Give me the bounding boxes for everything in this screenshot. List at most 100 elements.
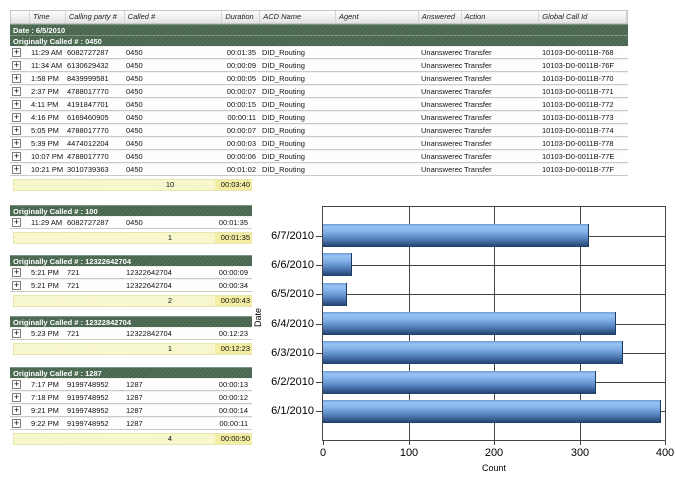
cell-called: 1287 (126, 419, 143, 428)
cell-gcid: 10103-D0-0011B-76F (542, 61, 614, 70)
table-row[interactable]: +10:21 PM 3010739363 0450 00:01:02 DID_Routi… (10, 163, 628, 176)
table-row[interactable]: +11:29 AM 6082727287 0450 00:01:35 DID_Routi… (10, 46, 628, 59)
table-row[interactable]: +1:58 PM 8439999581 0450 00:00:05 DID_Routin… (10, 72, 628, 85)
chart-bar (323, 370, 596, 394)
table-row[interactable]: +5:05 PM 4788017770 0450 00:00:07 DID_Routin… (10, 124, 628, 137)
cell-calling: 6082727287 (67, 218, 109, 227)
summary-call-count: 1 (167, 344, 173, 353)
table-row[interactable]: +9:22 PM 9199748952 1287 00:00:11 (10, 417, 252, 430)
cell-action: Transfer (464, 165, 492, 174)
cell-duration: 00:00:15 (226, 100, 256, 109)
expand-icon[interactable]: + (12, 151, 21, 161)
expand-icon[interactable]: + (12, 217, 21, 227)
expand-icon[interactable]: + (12, 267, 21, 277)
cell-calling: 4788017770 (67, 152, 109, 161)
cell-duration: 00:00:03 (226, 139, 256, 148)
chart-x-tick (494, 441, 495, 445)
expand-icon[interactable]: + (12, 99, 21, 109)
cell-action: Transfer (464, 100, 492, 109)
cell-gcid: 10103-D0-0011B-77F (542, 165, 614, 174)
cell-answered: Unanswered (421, 87, 462, 96)
cell-duration: 00:00:09 (226, 61, 256, 70)
cell-agent (336, 138, 419, 149)
cell-gcid: 10103-D0-0011B-77E (542, 152, 615, 161)
cell-called: 0450 (126, 113, 143, 122)
cell-time: 5:05 PM (31, 126, 59, 135)
cell-acd: DID_Routing (262, 48, 305, 57)
chart-horizontal-gridline (323, 294, 665, 296)
chart-bar (323, 224, 590, 248)
expand-icon[interactable]: + (12, 73, 21, 83)
cell-agent (336, 73, 419, 84)
cell-time: 9:21 PM (31, 406, 59, 415)
call-group-table: Originally Called # : 12322642704 +5:21 P… (10, 255, 252, 307)
cell-gcid: 10103-D0-0011B-768 (542, 48, 614, 57)
cell-time: 11:29 AM (31, 48, 63, 57)
expand-icon[interactable]: + (12, 60, 21, 70)
expand-cell: + (10, 60, 29, 71)
expand-cell: + (10, 47, 29, 58)
column-header[interactable]: Duration (222, 11, 261, 23)
expand-icon[interactable]: + (12, 405, 21, 415)
table-row[interactable]: +4:16 PM 6169460905 0450 00:00:11 DID_Routin… (10, 111, 628, 124)
column-header[interactable]: Called # (125, 11, 223, 23)
column-header[interactable]: Action (462, 11, 540, 23)
expand-icon[interactable]: + (12, 280, 21, 290)
column-header[interactable] (11, 11, 30, 23)
cell-time: 7:18 PM (31, 393, 59, 402)
table-row[interactable]: +11:34 AM 6130629432 0450 00:00:09 DID_Routi… (10, 59, 628, 72)
chart-bar (323, 282, 348, 306)
cell-duration: 00:01:35 (226, 48, 256, 57)
table-row[interactable]: +5:39 PM 4474012204 0450 00:00:03 DID_Routin… (10, 137, 628, 150)
cell-called: 0450 (126, 87, 143, 96)
table-row[interactable]: +7:18 PM 9199748952 1287 00:00:12 (10, 391, 252, 404)
cell-duration: 00:00:06 (226, 152, 256, 161)
expand-icon[interactable]: + (12, 138, 21, 148)
table-row[interactable]: +9:21 PM 9199748952 1287 00:00:14 (10, 404, 252, 417)
table-row[interactable]: +5:21 PM 721 12322642704 00:00:09 (10, 266, 252, 279)
expand-cell: + (10, 73, 29, 84)
expand-icon[interactable]: + (12, 392, 21, 402)
column-header[interactable]: Time (30, 11, 66, 23)
table-row[interactable]: +7:17 PM 9199748952 1287 00:00:13 (10, 378, 252, 391)
table-row[interactable]: +4:11 PM 4191847701 0450 00:00:15 DID_Routin… (10, 98, 628, 111)
call-group-table: Originally Called # : 1287 +7:17 PM 919974… (10, 367, 252, 445)
expand-icon[interactable]: + (12, 328, 21, 338)
expand-cell: + (10, 99, 29, 110)
table-row[interactable]: +2:37 PM 4788017770 0450 00:00:07 DID_Routin… (10, 85, 628, 98)
expand-icon[interactable]: + (12, 164, 21, 174)
chart-x-tick-label: 300 (570, 447, 590, 459)
table-row[interactable]: +10:07 PM 4788017770 0450 00:00:06 DID_Routi… (10, 150, 628, 163)
column-header[interactable]: ACD Name (260, 11, 336, 23)
column-header[interactable]: Calling party # (66, 11, 125, 23)
table-row[interactable]: +11:29 AM 6082727287 0450 00:01:35 (10, 216, 252, 229)
column-header[interactable]: Global Call Id (539, 11, 627, 23)
expand-icon[interactable]: + (12, 112, 21, 122)
cell-called: 0450 (126, 100, 143, 109)
expand-cell: + (10, 125, 29, 136)
expand-icon[interactable]: + (12, 86, 21, 96)
cell-gcid: 10103-D0-0011B-778 (542, 139, 614, 148)
column-header[interactable]: Agent (336, 11, 419, 23)
expand-icon[interactable]: + (12, 418, 21, 428)
table-row[interactable]: +5:23 PM 721 12322842704 00:12:23 (10, 327, 252, 340)
column-header[interactable]: Answered (419, 11, 462, 23)
summary-call-count: 4 (167, 434, 173, 443)
originally-called-group-bar: Originally Called # : 1287 (10, 367, 252, 378)
cell-called: 0450 (126, 218, 143, 227)
expand-icon[interactable]: + (12, 379, 21, 389)
cell-answered: Unanswered (421, 152, 462, 161)
cell-time: 4:11 PM (31, 100, 59, 109)
chart-y-tick (316, 411, 322, 412)
originally-called-group-bar: Originally Called # : 12322842704 (10, 316, 252, 327)
chart-bar (323, 312, 617, 335)
expand-icon[interactable]: + (12, 47, 21, 57)
chart-x-tick-label: 400 (655, 447, 675, 459)
expand-icon[interactable]: + (12, 125, 21, 135)
cell-duration: 00:00:14 (218, 406, 248, 415)
cell-duration: 00:00:13 (218, 380, 248, 389)
chart-plot-area (322, 206, 666, 441)
cell-acd: DID_Routing (262, 113, 305, 122)
table-row[interactable]: +5:21 PM 721 12322642704 00:00:34 (10, 279, 252, 292)
chart-x-tick-label: 0 (319, 447, 327, 459)
